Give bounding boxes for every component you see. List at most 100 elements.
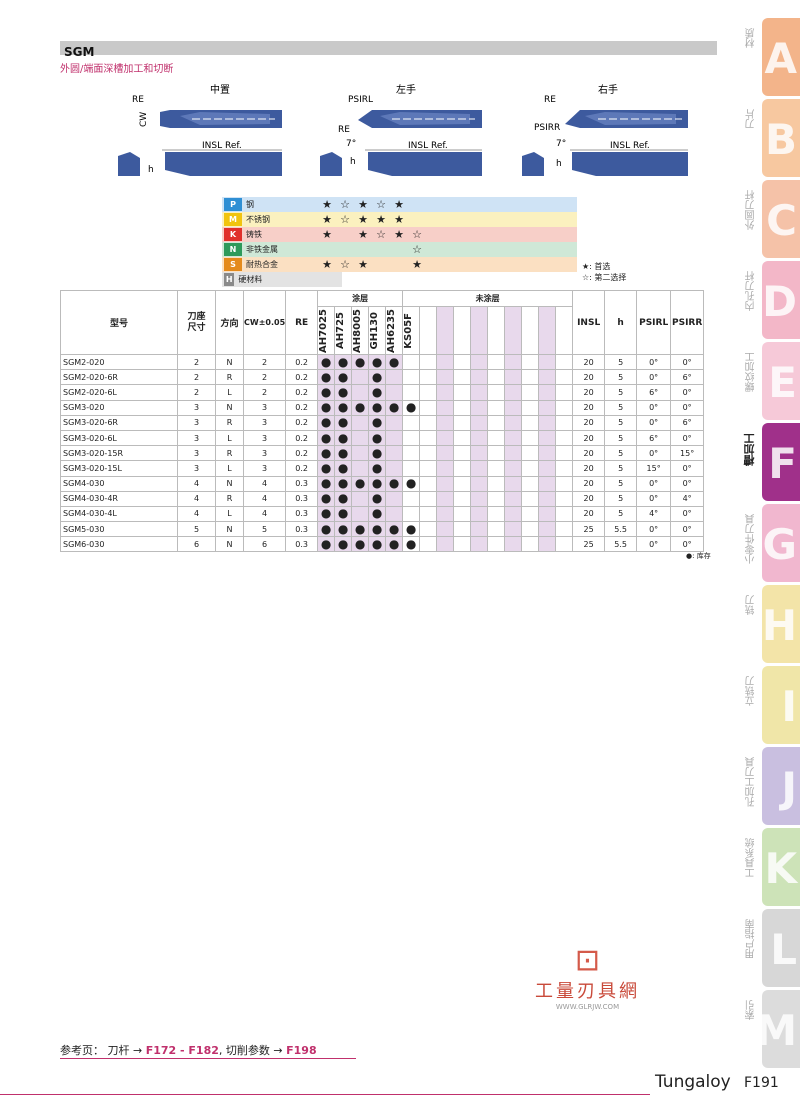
- tab-label: 螺纹加工: [746, 352, 757, 392]
- cell-empty: [436, 384, 455, 401]
- legend-mark: ★: [358, 258, 368, 271]
- side-tab-j[interactable]: J 孔加工刀具: [746, 747, 800, 825]
- table-row: SGM4-030-4L 4 L 4 0.3 ● ● ● 20 5 4° 0°: [60, 505, 705, 523]
- cell-empty: [470, 353, 489, 371]
- cell-empty: [504, 536, 523, 553]
- legend-mark: [318, 242, 336, 257]
- cell-grade-stock: [385, 429, 404, 447]
- cell-grade-stock: ●: [334, 490, 353, 507]
- col-psirl: PSIRL: [636, 290, 672, 355]
- cell-empty: [538, 536, 557, 553]
- material-code-badge: P: [224, 198, 242, 211]
- cell-model: SGM4-030-4L: [60, 505, 178, 523]
- tab-letter: E: [768, 358, 797, 407]
- cell-h: 5: [604, 414, 638, 431]
- cell-empty: [538, 475, 557, 492]
- cell-grade-stock: [351, 414, 370, 431]
- cell-grade-stock: [351, 445, 370, 462]
- cell-grade-stock: ●: [385, 521, 404, 538]
- cell-dir: R: [215, 445, 244, 462]
- side-tab-h[interactable]: H 铣刀: [746, 585, 800, 663]
- cell-psirl: 0°: [636, 536, 672, 553]
- grade-header-empty: [555, 306, 574, 355]
- cell-empty: [487, 353, 506, 371]
- legend-mark: ★: [322, 213, 332, 226]
- cell-psirl: 0°: [636, 445, 672, 462]
- ref-holder-link[interactable]: F172 - F182: [145, 1044, 219, 1057]
- cell-empty: [521, 414, 540, 431]
- cell-cw: 3: [242, 445, 287, 462]
- cell-grade-stock: ●: [402, 536, 421, 553]
- brand-logo: Tungaloy: [655, 1072, 731, 1092]
- side-tab-g[interactable]: G 小零件刀具: [746, 504, 800, 582]
- legend-mark: ★: [322, 228, 332, 241]
- cell-model: SGM5-030: [60, 521, 178, 538]
- legend-mark: ★: [394, 198, 404, 211]
- grade-header: AH6235: [385, 306, 404, 355]
- cell-insl: 20: [572, 429, 606, 447]
- cell-grade-stock: [351, 460, 370, 477]
- grade-header-empty: [436, 306, 455, 355]
- side-tab-a[interactable]: A 材质: [746, 18, 800, 96]
- cell-cw: 2: [242, 369, 287, 386]
- col-model: 型号: [60, 290, 178, 355]
- cell-h: 5: [604, 429, 638, 447]
- col-insl: INSL: [572, 290, 606, 355]
- cell-cw: 4: [242, 505, 287, 523]
- cell-grade-stock: ●: [402, 475, 421, 492]
- cell-empty: [470, 536, 489, 553]
- cell-grade-stock: [402, 369, 421, 386]
- cell-empty: [521, 353, 540, 371]
- cell-grade-stock: ●: [368, 414, 387, 431]
- label-angle-right: 7°: [556, 139, 566, 149]
- legend-mark: ☆: [376, 228, 386, 241]
- cell-empty: [521, 399, 540, 416]
- legend-mark: ★: [358, 198, 368, 211]
- legend-note: ★: 首选 ☆: 第二选择: [582, 261, 626, 283]
- grade-name: AH725: [335, 312, 347, 349]
- side-tab-m[interactable]: M 索引: [746, 990, 800, 1068]
- cell-empty: [504, 490, 523, 507]
- cell-h: 5: [604, 445, 638, 462]
- col-coated: 涂层: [317, 290, 404, 307]
- cell-empty: [555, 505, 574, 523]
- cell-empty: [504, 521, 523, 538]
- cell-empty: [470, 445, 489, 462]
- cell-h: 5: [604, 475, 638, 492]
- tab-label: 外圆刀杆: [746, 190, 757, 230]
- grade-header-empty: [453, 306, 472, 355]
- cell-grade-stock: ●: [385, 475, 404, 492]
- cell-grade-stock: ●: [368, 399, 387, 416]
- cell-h: 5: [604, 384, 638, 401]
- legend-row: K 铸铁 ★ ★ ☆ ★ ☆: [222, 227, 577, 242]
- ref-param-link[interactable]: F198: [286, 1044, 317, 1057]
- cell-grade-stock: [351, 429, 370, 447]
- side-tab-f[interactable]: F 槽加工: [743, 423, 800, 501]
- cell-empty: [504, 475, 523, 492]
- cell-psirl: 6°: [636, 384, 672, 401]
- cell-empty: [419, 429, 438, 447]
- side-tab-d[interactable]: D 内孔刀杆: [746, 261, 800, 339]
- side-tab-c[interactable]: C 外圆刀杆: [746, 180, 800, 258]
- cell-empty: [555, 490, 574, 507]
- legend-row: P 钢 ★ ☆ ★ ☆ ★: [222, 197, 577, 212]
- label-angle-left: 7°: [346, 139, 356, 149]
- side-tab-e[interactable]: E 螺纹加工: [746, 342, 800, 420]
- side-tab-b[interactable]: B 刀片: [746, 99, 800, 177]
- legend-mark: ☆: [376, 198, 386, 211]
- cell-empty: [419, 521, 438, 538]
- cell-size: 3: [177, 429, 216, 447]
- cell-empty: [453, 414, 472, 431]
- legend-mark: [408, 212, 426, 227]
- material-name: 不锈钢: [246, 215, 270, 224]
- cell-empty: [504, 429, 523, 447]
- table-row: SGM3-020-15R 3 R 3 0.2 ● ● ● 20 5 0° 15°: [60, 445, 705, 462]
- cell-grade-stock: ●: [368, 521, 387, 538]
- side-tab-i[interactable]: I 立铣刀: [746, 666, 800, 744]
- tab-letter: A: [764, 34, 797, 83]
- legend-mark: [336, 242, 354, 257]
- side-tab-k[interactable]: K 工具系统: [746, 828, 800, 906]
- side-tab-l[interactable]: L 用户指南: [746, 909, 800, 987]
- cell-grade-stock: ●: [334, 475, 353, 492]
- cell-grade-stock: [402, 490, 421, 507]
